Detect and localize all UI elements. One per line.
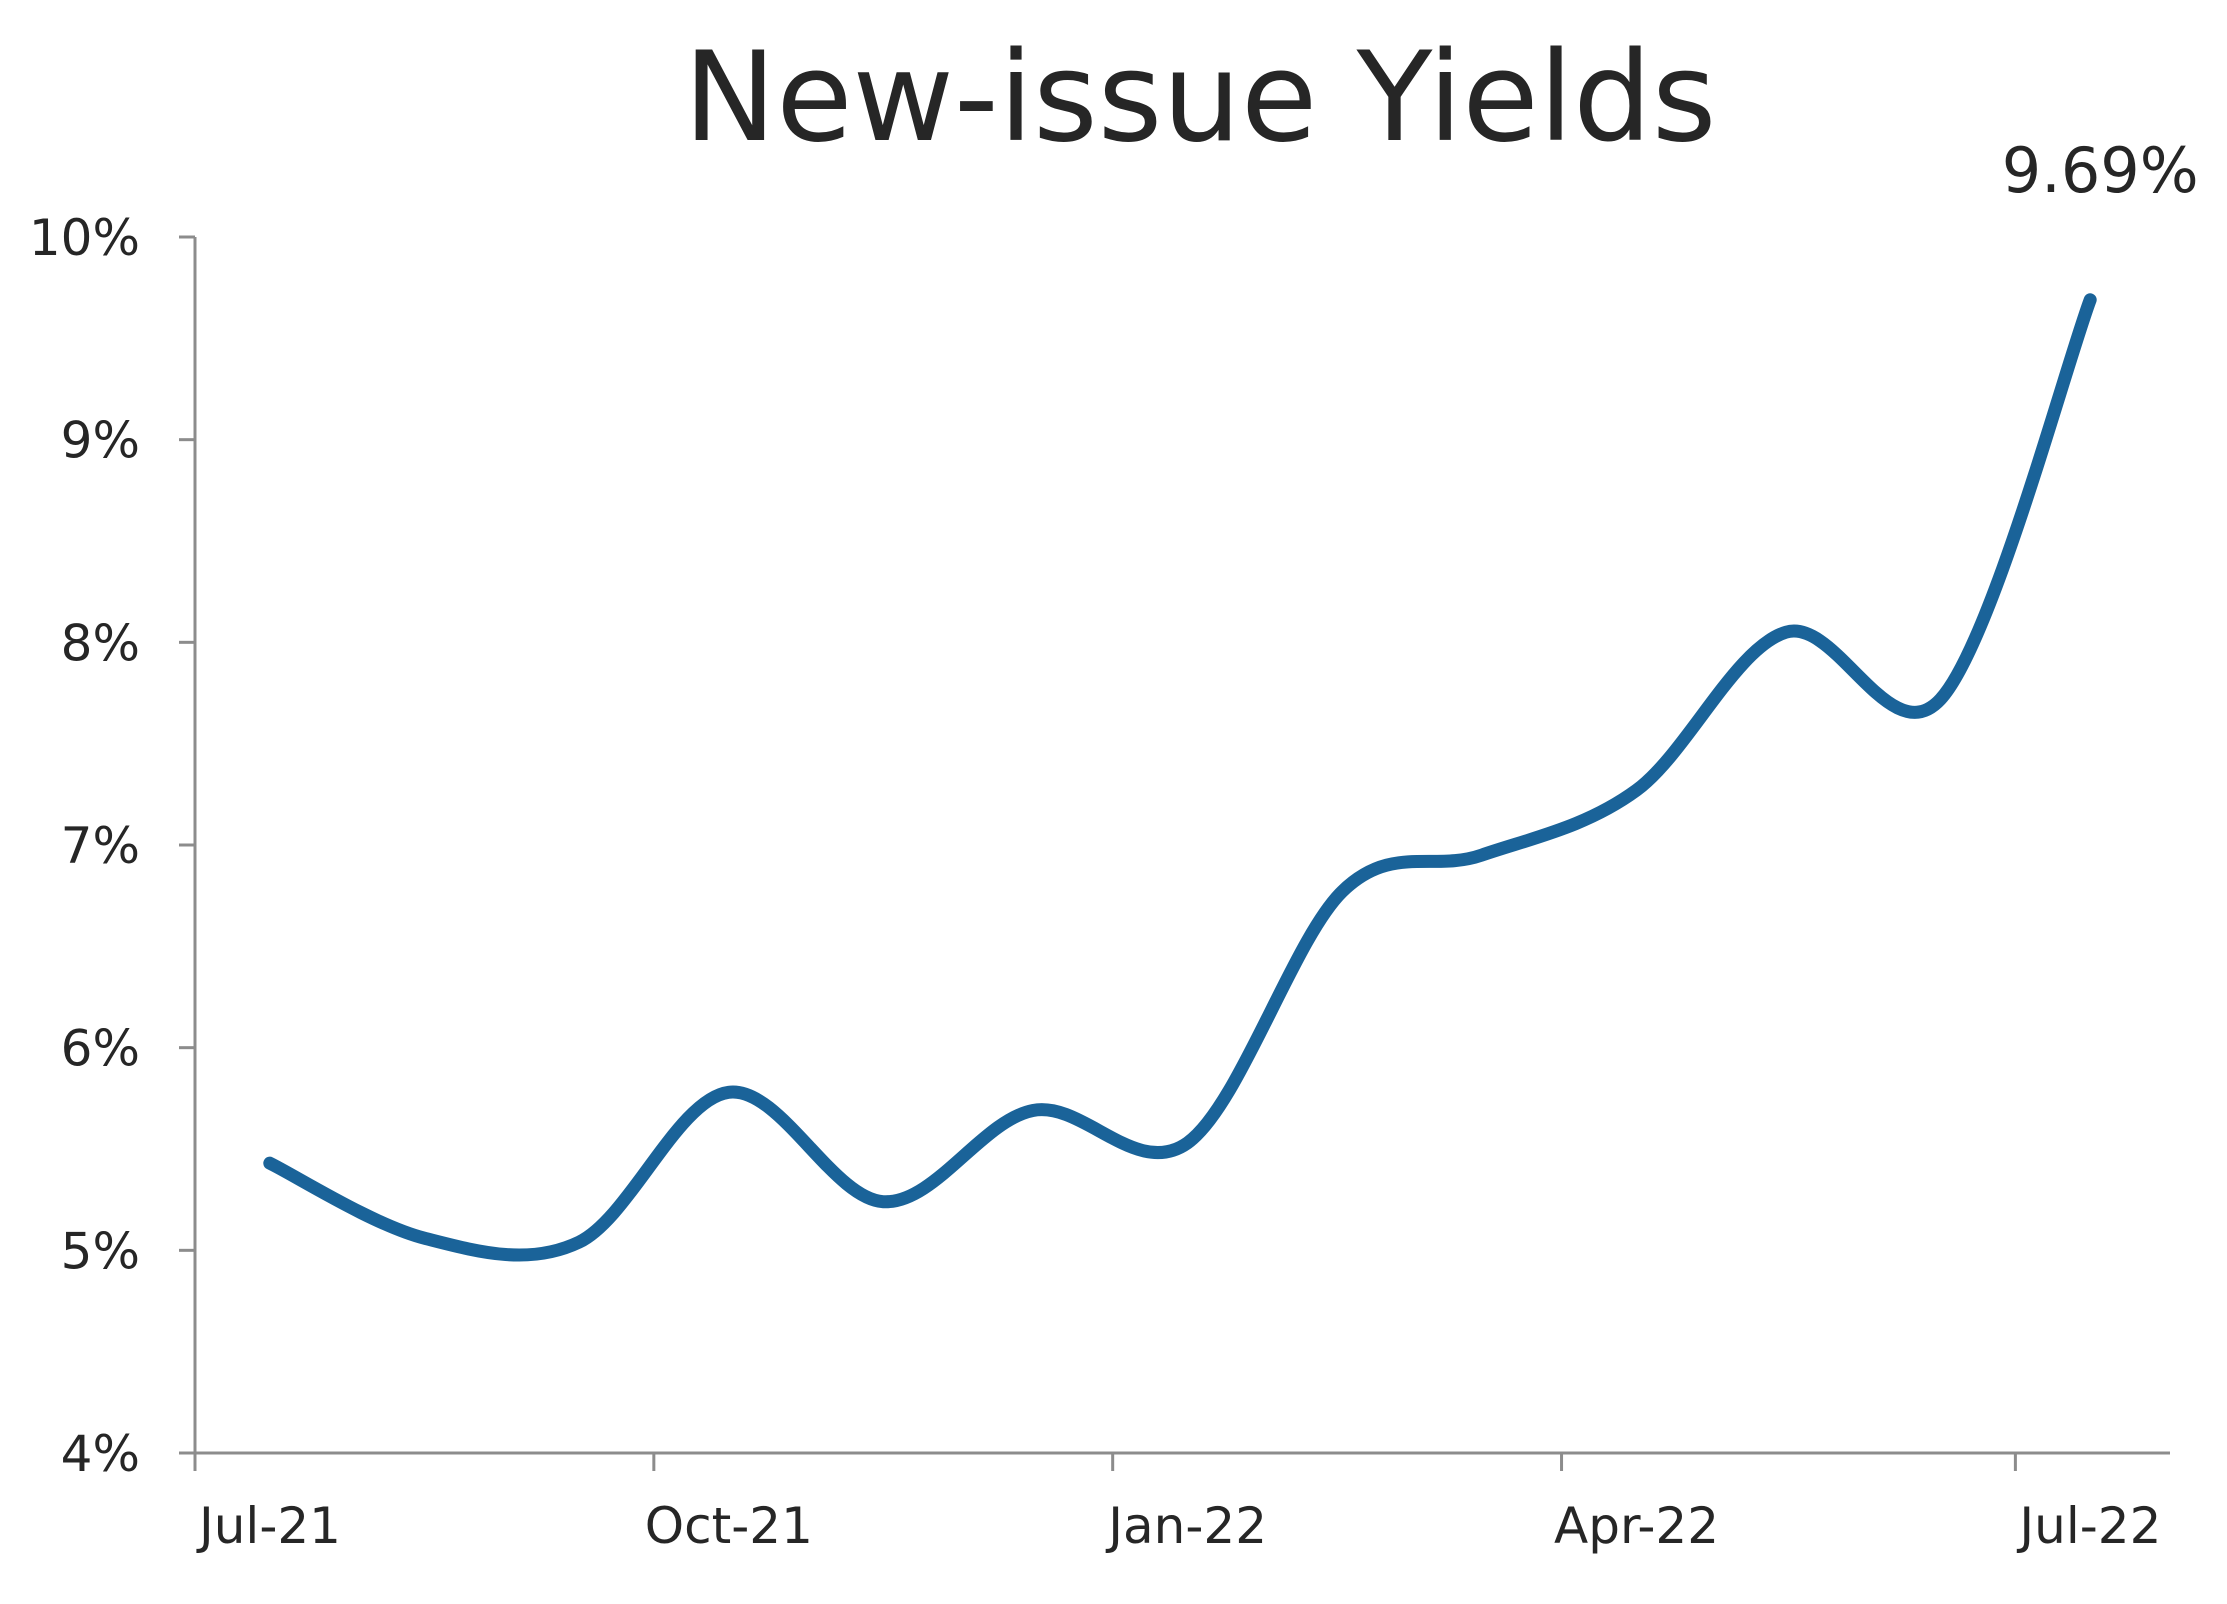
annotation-layer: 9.69% <box>2002 134 2199 207</box>
y-tick-label: 8% <box>61 614 140 672</box>
x-tick-label: Oct-21 <box>645 1497 813 1555</box>
y-tick-label: 4% <box>61 1425 140 1483</box>
series-layer <box>263 293 2097 1262</box>
y-tick-label: 6% <box>61 1020 140 1078</box>
y-axis: 4% 5% 6% 7% 8% 9% 10% <box>29 209 197 1483</box>
y-tick-label: 5% <box>61 1222 140 1280</box>
chart-title: New-issue Yields <box>684 26 1717 170</box>
data-label: 9.69% <box>2002 134 2199 207</box>
y-tick-label: 10% <box>29 209 140 267</box>
series-line <box>263 293 2097 1262</box>
x-axis: Jul-21 Oct-21 Jan-22 Apr-22 Jul-22 <box>193 1451 2170 1555</box>
y-tick-label: 7% <box>61 817 140 875</box>
x-tick-label: Jul-22 <box>2016 1497 2161 1555</box>
x-tick-label: Apr-22 <box>1554 1497 1719 1555</box>
x-tick-label: Jul-21 <box>196 1497 341 1555</box>
y-tick-label: 9% <box>61 412 140 470</box>
x-tick-label: Jan-22 <box>1105 1497 1267 1555</box>
